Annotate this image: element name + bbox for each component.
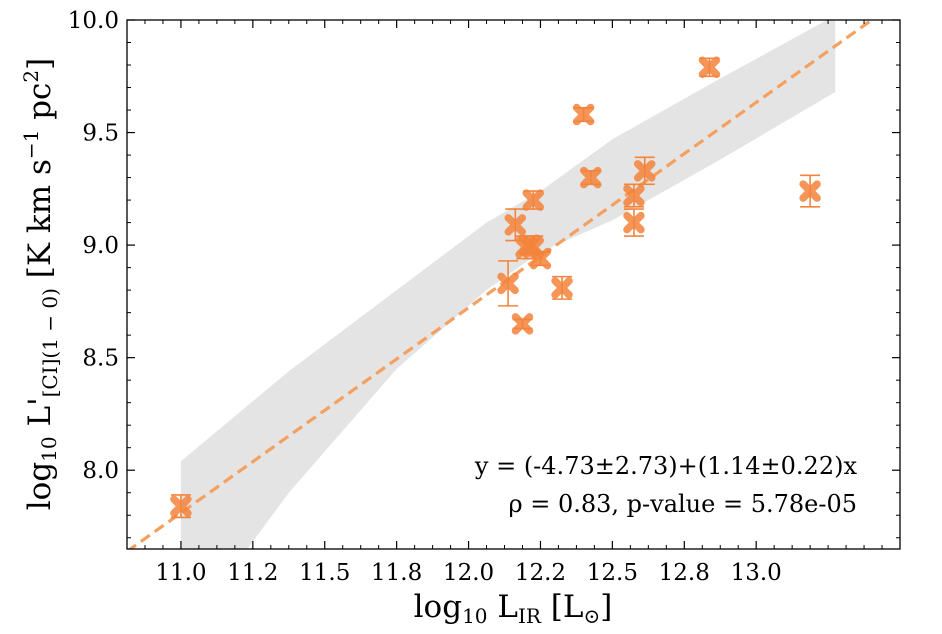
x-marker: [698, 56, 721, 79]
x-marker: [623, 211, 645, 234]
y-tick-label: 8.5: [82, 346, 119, 372]
data-point: [170, 494, 192, 519]
x-tick-label: 12.5: [587, 560, 638, 586]
data-point: [623, 208, 645, 237]
fit-equation: y = (-4.73±2.73)+(1.14±0.22)x: [474, 452, 858, 480]
data-point: [633, 156, 656, 186]
x-marker: [633, 160, 656, 182]
data-point: [529, 247, 552, 270]
plot-frame: [126, 19, 901, 550]
x-marker: [799, 180, 821, 202]
annotation: y = (-4.73±2.73)+(1.14±0.22)x ρ = 0.83, …: [474, 452, 858, 518]
data-point: [698, 56, 721, 79]
data-point: [522, 189, 545, 211]
y-tick-label: 9.5: [82, 121, 119, 147]
data-point: [799, 174, 821, 208]
data-points: [170, 56, 821, 519]
x-axis-label: log10 LIR [L⊙]: [414, 589, 613, 628]
data-point: [572, 103, 595, 126]
correlation-stats: ρ = 0.83, p-value = 5.78e-05: [508, 490, 857, 518]
x-tick-label: 11.2: [227, 560, 278, 586]
data-point: [551, 275, 573, 300]
confidence-band: [180, 20, 836, 549]
x-marker: [623, 184, 645, 207]
x-marker: [511, 313, 534, 335]
y-axis-label: log10 L'[CI](1 − 0) [K km s−1 pc2]: [19, 58, 62, 511]
x-tick-label: 11.8: [371, 560, 422, 586]
axis-ticks: 11.0 11.2 11.5 11.8 12.0 12.2 12.5 12.8 13.0 8.0 8…: [68, 8, 901, 586]
data-point: [497, 260, 519, 307]
y-tick-label: 10.0: [68, 8, 119, 34]
x-tick-label: 12.8: [659, 560, 710, 586]
x-marker: [504, 214, 527, 236]
x-marker: [551, 277, 573, 299]
x-tick-label: 13.0: [731, 560, 782, 586]
x-marker: [522, 189, 545, 211]
data-point: [511, 313, 534, 335]
x-marker: [580, 166, 602, 189]
fit-line-layer: [127, 20, 875, 549]
fit-line: [127, 20, 875, 549]
y-tick-label: 9.0: [82, 233, 119, 259]
data-point: [580, 166, 602, 189]
x-tick-label: 11.5: [299, 560, 350, 586]
x-marker: [572, 103, 595, 126]
x-tick-label: 11.0: [155, 560, 206, 586]
x-marker: [170, 495, 192, 517]
x-marker: [529, 247, 552, 270]
x-tick-label: 12.2: [515, 560, 566, 586]
x-tick-label: 12.0: [443, 560, 494, 586]
y-tick-label: 8.0: [82, 458, 119, 484]
data-point: [623, 183, 645, 208]
x-marker: [497, 272, 519, 295]
confidence-band-layer: [180, 20, 836, 549]
